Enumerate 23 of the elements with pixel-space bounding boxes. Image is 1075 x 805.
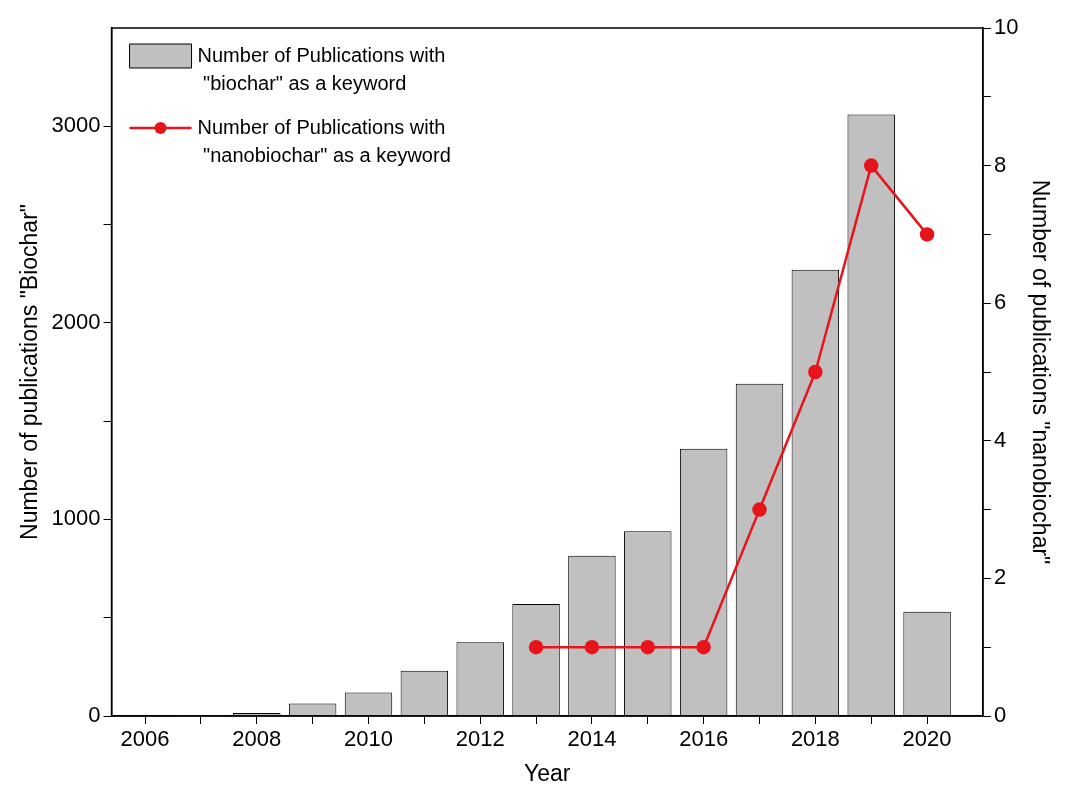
legend-label: Number of Publications with "nanobiochar" as a keyword [197,115,451,166]
x-axis-title: Year [523,759,571,786]
x-tick-label: 2020 [902,726,952,752]
y-tick-label: 1000 [51,505,101,531]
y2-tick-label: 6 [993,289,1007,315]
y2-tick-label: 10 [993,14,1019,40]
y2-tick-label: 0 [993,702,1007,728]
y-tick-label: 3000 [51,112,101,138]
x-tick-label: 2018 [790,726,840,752]
x-tick-label: 2016 [679,726,729,752]
x-tick-label: 2010 [344,726,393,752]
x-tick-label: 2008 [232,726,282,752]
x-tick-label: 2006 [120,726,170,752]
y-axis-title: Number of publications "Biochar" [16,204,43,540]
y2-axis-title: Number of publications "nanobiochar" [1027,179,1054,565]
y-tick-label: 0 [88,702,101,728]
x-tick-label: 2014 [567,726,617,752]
y2-tick-label: 4 [993,426,1007,452]
y2-tick-label: 8 [993,151,1007,177]
y-tick-label: 2000 [51,308,101,334]
y2-tick-label: 2 [993,564,1007,590]
legend-label: Number of Publications with "biochar" as a keyword [197,43,446,94]
x-tick-label: 2012 [455,726,505,752]
